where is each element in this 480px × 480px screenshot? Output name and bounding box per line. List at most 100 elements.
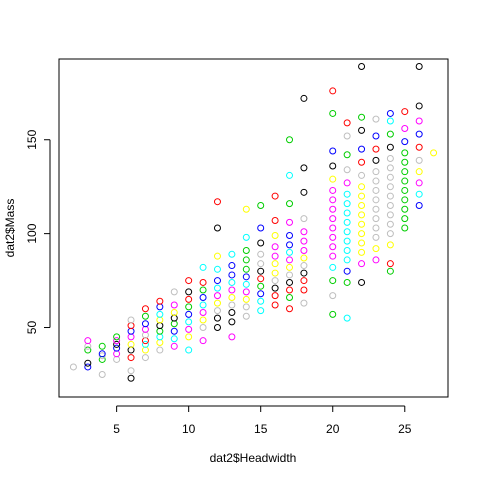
data-point [213, 324, 221, 332]
data-point [84, 359, 92, 367]
data-point [98, 370, 106, 378]
x-axis: 5 10 15 20 25 [113, 405, 412, 436]
data-point [271, 260, 279, 268]
data-point [372, 132, 380, 140]
data-point [257, 282, 265, 290]
data-point [401, 196, 409, 204]
data-point [84, 363, 92, 371]
data-point [430, 149, 438, 157]
data-point [300, 228, 308, 236]
data-point [343, 132, 351, 140]
data-point [199, 278, 207, 286]
data-point [127, 367, 135, 375]
data-point [329, 277, 337, 285]
data-point [372, 224, 380, 232]
data-point [199, 263, 207, 271]
data-point [372, 156, 380, 164]
data-point [343, 267, 351, 275]
data-point [358, 145, 366, 153]
data-point [286, 263, 294, 271]
data-point [271, 252, 279, 260]
data-point [358, 158, 366, 166]
data-point [228, 286, 236, 294]
data-point [156, 346, 164, 354]
data-point [401, 168, 409, 176]
data-point [199, 293, 207, 301]
data-point [401, 124, 409, 132]
data-point [213, 314, 221, 322]
data-point [242, 273, 250, 281]
data-point [358, 211, 366, 219]
data-point [343, 190, 351, 198]
data-point [257, 224, 265, 232]
data-point [113, 344, 121, 352]
data-point [358, 126, 366, 134]
data-point [257, 275, 265, 283]
data-point [228, 262, 236, 270]
data-point [69, 363, 77, 371]
x-tick-label: 20 [326, 422, 340, 436]
data-point [185, 295, 193, 303]
data-point [199, 337, 207, 345]
data-point [113, 340, 121, 348]
data-point [386, 173, 394, 181]
y-axis: 50 100 150 [25, 129, 51, 335]
data-point [386, 109, 394, 117]
data-point [228, 333, 236, 341]
data-point [415, 102, 423, 110]
data-point [185, 310, 193, 318]
data-point [141, 305, 149, 313]
data-point [329, 109, 337, 117]
y-tick-label: 50 [25, 321, 39, 335]
data-point [401, 138, 409, 146]
data-point [358, 220, 366, 228]
data-point [300, 269, 308, 277]
data-point [271, 284, 279, 292]
data-point [213, 307, 221, 315]
data-point [242, 288, 250, 296]
data-point [141, 320, 149, 328]
data-point [415, 201, 423, 209]
data-point [213, 224, 221, 232]
data-point [415, 63, 423, 71]
x-tick-label: 25 [398, 422, 412, 436]
data-point [170, 288, 178, 296]
data-point [156, 297, 164, 305]
data-point [358, 260, 366, 268]
data-point [242, 265, 250, 273]
data-point [300, 94, 308, 102]
data-point [242, 233, 250, 241]
data-point [300, 247, 308, 255]
data-point [286, 232, 294, 240]
data-point [185, 288, 193, 296]
data-point [170, 327, 178, 335]
data-point [343, 247, 351, 255]
data-point [386, 183, 394, 191]
data-point [286, 286, 294, 294]
data-point [415, 190, 423, 198]
data-point [127, 316, 135, 324]
data-point [372, 215, 380, 223]
data-point [213, 277, 221, 285]
data-point [98, 342, 106, 350]
data-point [271, 269, 279, 277]
data-point [343, 151, 351, 159]
data-point [242, 205, 250, 213]
data-point [358, 278, 366, 286]
data-point [329, 252, 337, 260]
data-point [358, 171, 366, 179]
data-point [329, 162, 337, 170]
data-point [329, 87, 337, 95]
data-point [271, 277, 279, 285]
data-point [300, 188, 308, 196]
data-point [242, 303, 250, 311]
data-point [300, 215, 308, 223]
data-point [329, 215, 337, 223]
data-point [343, 209, 351, 217]
data-point [228, 271, 236, 279]
data-point [343, 166, 351, 174]
data-point [386, 230, 394, 238]
data-point [386, 220, 394, 228]
data-point [127, 354, 135, 362]
data-point [286, 136, 294, 144]
